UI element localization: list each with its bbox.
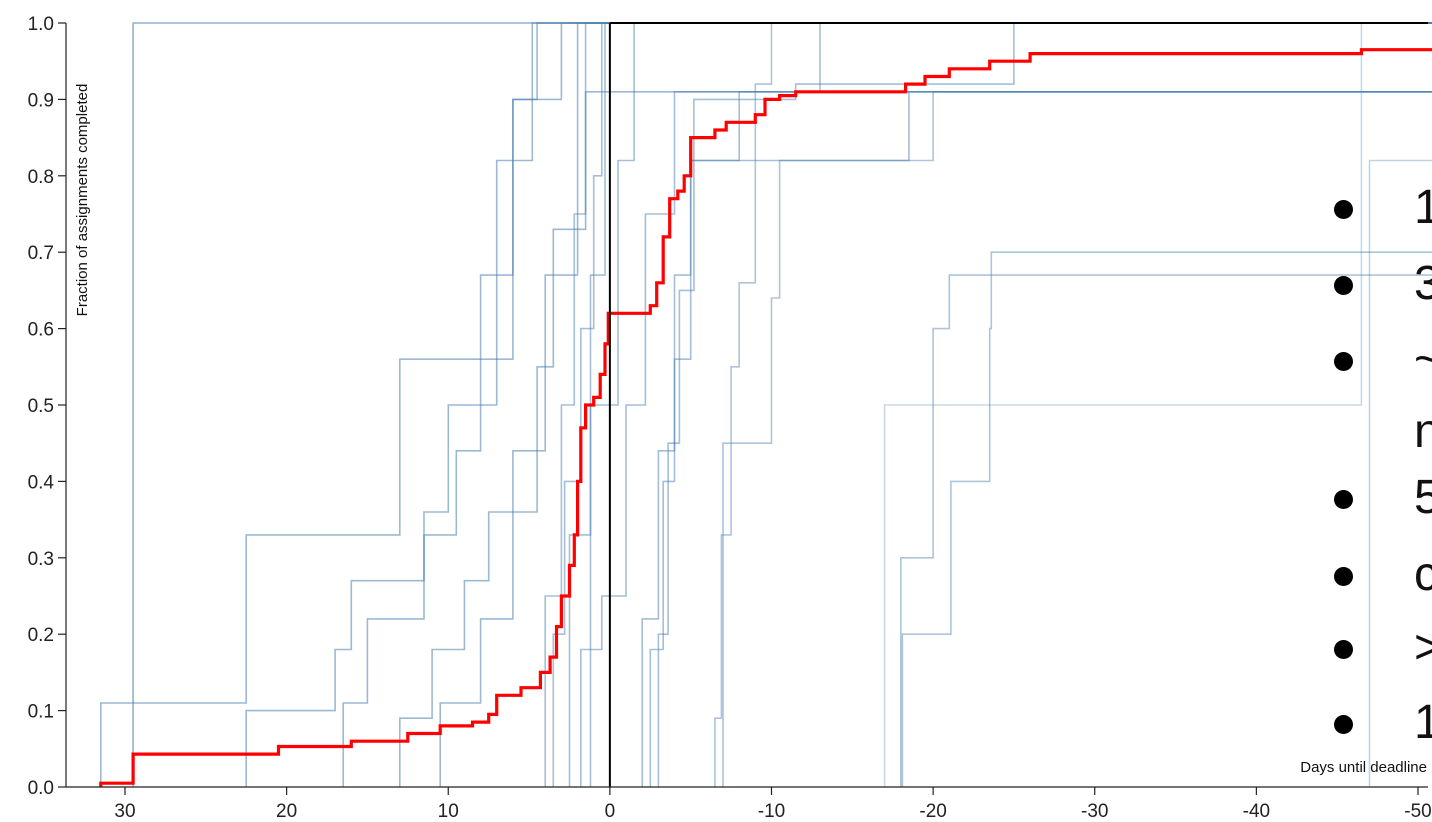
y-tick-label: 0.8 xyxy=(28,167,54,188)
slide-bullet-list: 1 3 ~ n 5 c > 1 xyxy=(1330,178,1432,778)
series-line-individual xyxy=(901,251,1432,787)
x-tick-label: -50 xyxy=(1404,801,1431,822)
bullet-item: c xyxy=(1330,545,1432,605)
bullet-text: ~ xyxy=(1414,333,1432,386)
bullet-text: 1 xyxy=(1414,181,1432,234)
series-line-individual xyxy=(342,22,1432,787)
bullet-item: 5 xyxy=(1330,468,1432,528)
bullet-dot-icon xyxy=(1334,352,1353,371)
x-tick-label: 0 xyxy=(605,801,616,822)
series-line-individual xyxy=(544,22,1432,787)
bullet-text: > xyxy=(1414,621,1432,674)
series-line-individual xyxy=(657,22,1432,787)
y-tick-label: 0.3 xyxy=(28,549,54,570)
bullet-text: 3 xyxy=(1414,257,1432,310)
series-line-individual xyxy=(552,22,1432,787)
bullet-dot-icon xyxy=(1334,567,1353,586)
bullet-item: 1 xyxy=(1330,693,1432,753)
x-tick-label: -20 xyxy=(919,801,946,822)
bullet-dot-icon xyxy=(1334,200,1353,219)
y-tick-label: 0.0 xyxy=(28,778,54,799)
bullet-dot-icon xyxy=(1334,490,1353,509)
y-tick-label: 0.9 xyxy=(28,90,54,111)
y-tick-label: 0.5 xyxy=(28,396,54,417)
x-tick-label: 20 xyxy=(276,801,297,822)
x-tick-label: 30 xyxy=(114,801,135,822)
series-line-individual xyxy=(100,22,1432,787)
series-line-individual xyxy=(649,91,1432,787)
y-tick-label: 0.2 xyxy=(28,625,54,646)
x-tick-label: -10 xyxy=(758,801,785,822)
y-axis-title: Fraction of assignments completed xyxy=(74,84,91,317)
series-line-individual xyxy=(579,91,1432,787)
series-line-individual xyxy=(714,22,1432,787)
bullet-dot-icon xyxy=(1334,640,1353,659)
x-tick-label: -30 xyxy=(1081,801,1108,822)
x-axis-title: Days until deadline xyxy=(1300,759,1427,776)
series-line-individual xyxy=(439,22,1432,787)
x-tick-label: -40 xyxy=(1243,801,1270,822)
bullet-continuation: n xyxy=(1414,405,1432,458)
bullet-item: > xyxy=(1330,618,1432,678)
series-group xyxy=(99,22,1432,787)
series-line-individual xyxy=(1368,159,1432,787)
bullet-text: 5 xyxy=(1414,471,1432,524)
series-line-aggregate xyxy=(99,48,1432,787)
series-line-individual xyxy=(568,22,1432,787)
bullet-text: c xyxy=(1414,548,1432,601)
y-tick-label: 0.1 xyxy=(28,702,54,723)
y-tick-label: 0.7 xyxy=(28,243,54,264)
series-line-individual xyxy=(398,91,1432,787)
bullet-text: 1 xyxy=(1414,696,1432,749)
y-tick-label: 0.6 xyxy=(28,320,54,341)
series-line-individual xyxy=(722,91,1432,787)
x-tick-label: 10 xyxy=(438,801,459,822)
axes: 0.0 0.1 0.2 0.3 0.4 0.5 0.6 0.7 0.8 0.9 1.0 30 20 10 0… xyxy=(28,14,1432,822)
bullet-dot-icon xyxy=(1334,276,1353,295)
bullet-item: ~ xyxy=(1330,330,1432,390)
bullet-item: 1 xyxy=(1330,178,1432,238)
bullet-item: 3 xyxy=(1330,254,1432,314)
y-tick-label: 0.4 xyxy=(28,472,55,493)
y-tick-label: 1.0 xyxy=(28,14,54,35)
series-line-individual xyxy=(899,274,1432,787)
bullet-dot-icon xyxy=(1334,715,1353,734)
